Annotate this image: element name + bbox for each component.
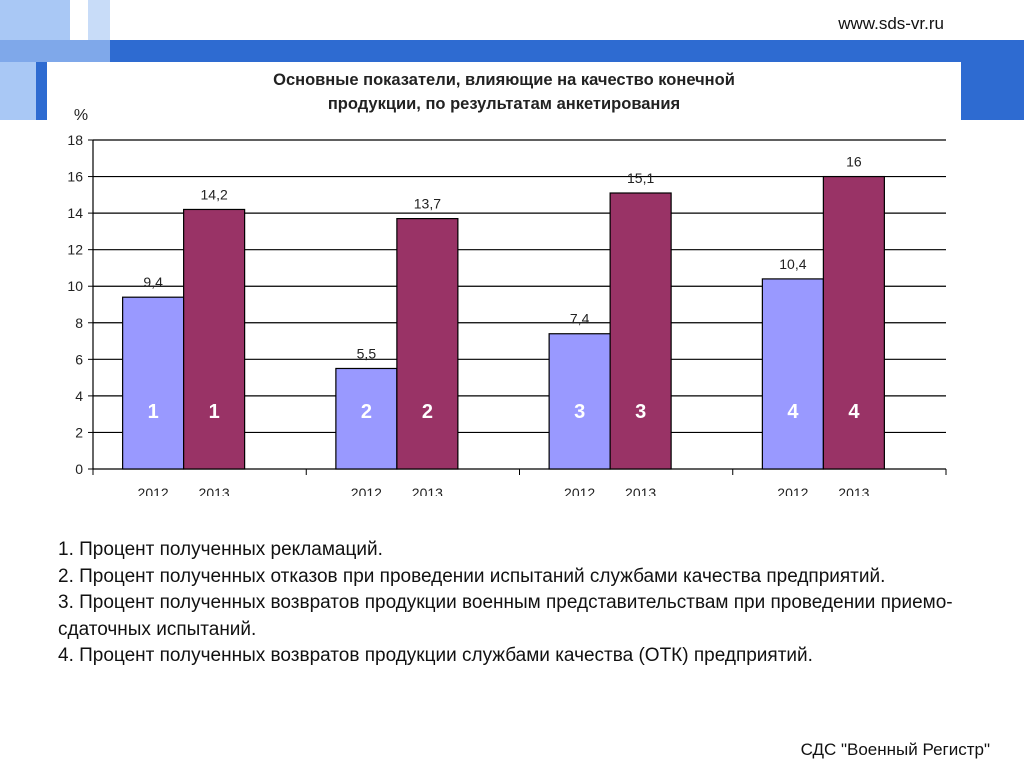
bar-group-number: 4 — [787, 401, 799, 423]
x-tick-label: 2012 — [138, 485, 169, 496]
bar-group-number: 1 — [148, 401, 159, 423]
bar-value-label: 7,4 — [570, 311, 590, 327]
x-tick-label: 2012 — [564, 485, 595, 496]
bar-group-number: 4 — [848, 401, 860, 423]
x-tick-label: 2012 — [777, 485, 808, 496]
bar-group-number: 2 — [361, 401, 372, 423]
x-tick-label: 2013 — [625, 485, 656, 496]
bar-group-number: 2 — [422, 401, 433, 423]
bar-value-label: 16 — [846, 154, 862, 170]
y-tick-label: 0 — [75, 461, 83, 477]
bar-value-label: 5,5 — [357, 345, 377, 361]
y-tick-label: 14 — [67, 205, 83, 221]
footer-text: СДС "Военный Регистр" — [800, 740, 990, 759]
x-tick-label: 2013 — [199, 485, 230, 496]
y-tick-label: 4 — [75, 388, 83, 404]
y-tick-label: 10 — [67, 278, 83, 294]
bar-chart: 0 2 4 6 8 10 12 14 16 18% 9,4 1 2012 14,2 1 2013 5,5 2 201… — [67, 107, 947, 496]
y-tick-label: 2 — [75, 424, 83, 440]
notes-list: 1. Процент полученных рекламаций. 2. Про… — [58, 537, 988, 670]
y-tick-label: 12 — [67, 242, 83, 258]
bar-value-label: 15,1 — [627, 170, 654, 186]
y-tick-label: 18 — [67, 132, 83, 148]
x-tick-label: 2013 — [838, 485, 869, 496]
bar-2-2013 — [396, 217, 459, 470]
y-tick-label: 16 — [67, 169, 83, 185]
bar-1-2012 — [122, 296, 185, 470]
bar-value-label: 13,7 — [414, 196, 441, 212]
bar-value-label: 9,4 — [143, 274, 163, 290]
note-3: 3. Процент полученных возвратов продукци… — [58, 592, 953, 640]
x-tick-label: 2013 — [412, 485, 443, 496]
bar-4-2013 — [822, 175, 885, 470]
bar-1-2013 — [183, 208, 246, 470]
bar-value-label: 10,4 — [779, 256, 806, 272]
note-1: 1. Процент полученных рекламаций. — [58, 539, 383, 560]
bar-3-2012 — [548, 333, 611, 470]
chart-title-line-2: продукции, по результатам анкетирования — [327, 95, 681, 113]
note-2: 2. Процент полученных отказов при провед… — [58, 565, 886, 587]
x-tick-label: 2012 — [351, 485, 382, 496]
chart-title-line-1: Основные показатели, влияющие на качеств… — [273, 71, 735, 89]
note-4: 4. Процент полученных возвратов продукци… — [58, 645, 813, 666]
bar-value-label: 14,2 — [201, 186, 228, 202]
bar-group-number: 3 — [574, 401, 585, 423]
bar-group-number: 1 — [209, 401, 220, 423]
bar-group-number: 3 — [635, 401, 646, 423]
bar-4-2012 — [761, 278, 824, 470]
site-url: www.sds-vr.ru — [838, 14, 944, 33]
bar-3-2013 — [609, 192, 672, 470]
y-tick-label: 8 — [75, 315, 83, 331]
chart-title: Основные показатели, влияющие на качеств… — [47, 68, 961, 116]
y-axis-label: % — [74, 107, 88, 124]
y-tick-label: 6 — [75, 351, 83, 367]
header-deco-light-band — [0, 40, 110, 62]
chart-panel: 0 2 4 6 8 10 12 14 16 18% 9,4 1 2012 14,2 1 2013 5,5 2 201… — [47, 62, 961, 496]
